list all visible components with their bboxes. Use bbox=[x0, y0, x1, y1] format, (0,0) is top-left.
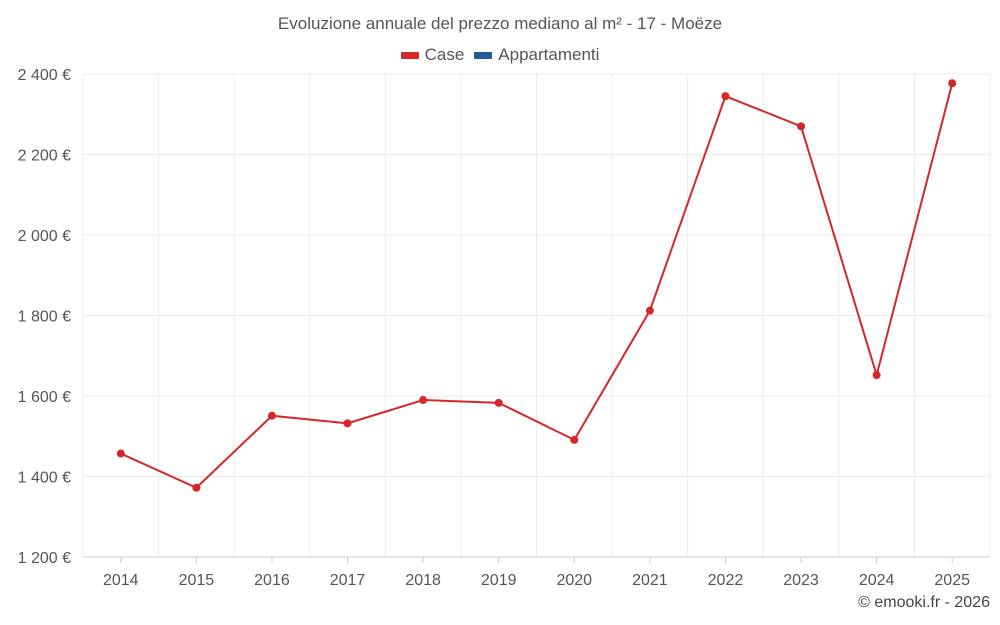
grid-layer bbox=[82, 73, 991, 558]
y-tick-label: 1 200 € bbox=[18, 550, 71, 567]
chart-title: Evoluzione annuale del prezzo mediano al… bbox=[277, 14, 723, 33]
data-point-2019 bbox=[494, 398, 503, 407]
x-tick-label: 2015 bbox=[179, 572, 215, 589]
data-point-2014 bbox=[116, 449, 125, 458]
data-point-2021 bbox=[645, 306, 654, 315]
x-tick-label: 2017 bbox=[330, 572, 366, 589]
y-tick-label: 2 200 € bbox=[18, 148, 71, 165]
legend-item-case[interactable]: Case bbox=[400, 45, 465, 65]
credit-text: © emooki.fr - 2026 bbox=[858, 594, 990, 611]
series-layer bbox=[116, 79, 957, 492]
y-tick-label: 2 400 € bbox=[18, 67, 71, 84]
x-tick-label: 2025 bbox=[934, 572, 970, 589]
y-tick-label: 1 600 € bbox=[18, 389, 71, 406]
x-tick-label: 2014 bbox=[103, 572, 139, 589]
y-tick-label: 1 400 € bbox=[18, 470, 71, 487]
legend-item-appartamenti[interactable]: Appartamenti bbox=[474, 45, 599, 65]
data-point-2016 bbox=[267, 411, 276, 420]
legend-label-case: Case bbox=[424, 45, 465, 64]
x-tick-label: 2022 bbox=[708, 572, 744, 589]
x-tick-label: 2019 bbox=[481, 572, 517, 589]
series-line-case bbox=[120, 83, 954, 489]
x-tick-label: 2023 bbox=[783, 572, 819, 589]
data-point-2024 bbox=[872, 371, 881, 380]
y-tick-label: 2 000 € bbox=[18, 228, 71, 245]
legend-label-appartamenti: Appartamenti bbox=[498, 45, 600, 64]
data-point-2022 bbox=[721, 92, 730, 101]
legend-swatch-appartamenti bbox=[474, 51, 493, 59]
x-tick-label: 2018 bbox=[405, 572, 441, 589]
x-tick-label: 2021 bbox=[632, 572, 668, 589]
chart-legend: Case Appartamenti bbox=[0, 45, 1000, 65]
x-tick-label: 2016 bbox=[254, 572, 290, 589]
data-point-2018 bbox=[419, 396, 428, 405]
legend-swatch-case bbox=[400, 51, 419, 59]
data-point-2023 bbox=[797, 122, 806, 131]
x-tick-label: 2020 bbox=[556, 572, 592, 589]
data-point-2017 bbox=[343, 419, 352, 428]
data-point-2020 bbox=[570, 435, 579, 444]
data-point-2015 bbox=[192, 483, 201, 492]
axis-layer: 1 200 € 1 400 € 1 600 € 1 800 € 2 000 € 2 200… bbox=[18, 67, 970, 589]
y-tick-label: 1 800 € bbox=[18, 309, 71, 326]
x-tick-label: 2024 bbox=[859, 572, 895, 589]
data-point-2025 bbox=[948, 79, 957, 88]
